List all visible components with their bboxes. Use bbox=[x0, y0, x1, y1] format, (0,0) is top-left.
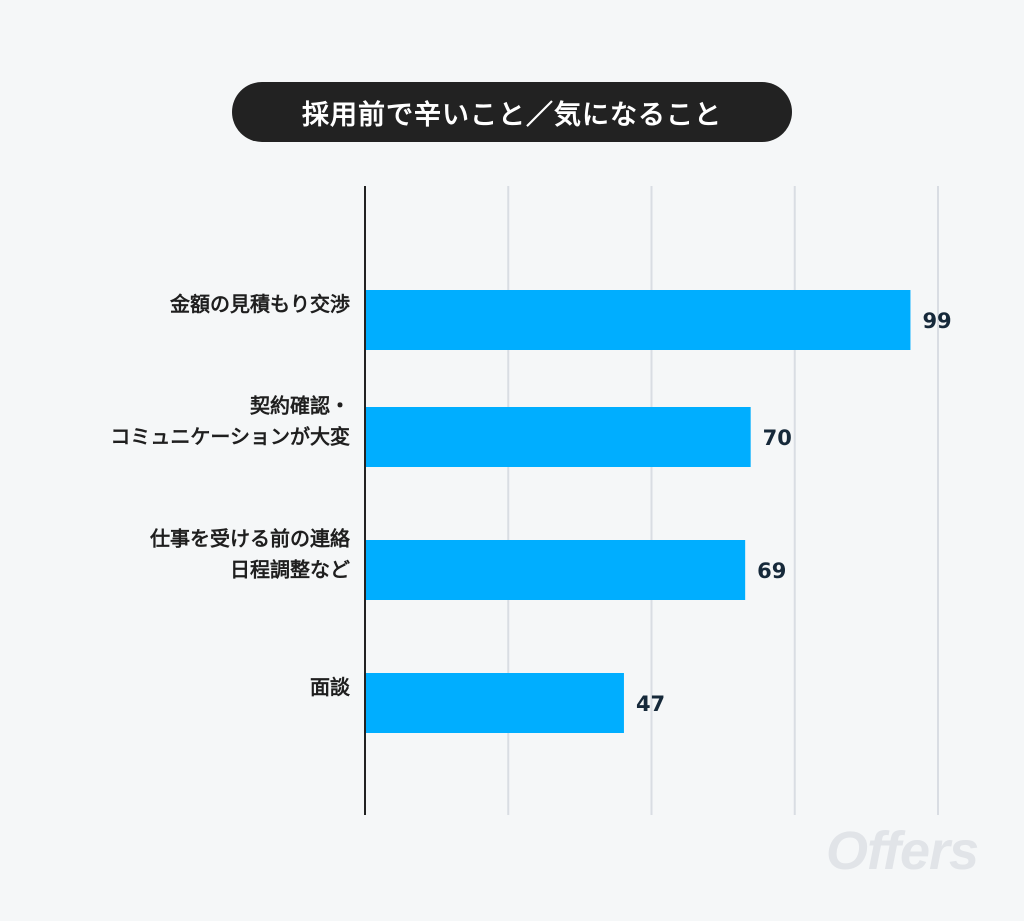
category-label-3: 仕事を受ける前の連絡日程調整など bbox=[149, 527, 351, 582]
category-label-2: 契約確認・コミュニケーションが大変 bbox=[110, 394, 350, 449]
chart-title: 採用前で辛いこと／気になること bbox=[232, 82, 792, 142]
value-labels: 99 70 69 47 bbox=[636, 309, 952, 716]
category-label-4: 面談 bbox=[310, 675, 351, 699]
bar-1 bbox=[365, 290, 911, 350]
bar-2 bbox=[365, 407, 751, 467]
category-label-1: 金額の見積もり交渉 bbox=[169, 292, 350, 316]
value-label-4: 47 bbox=[636, 692, 665, 716]
bar-4 bbox=[365, 673, 624, 733]
offers-logo-watermark: Offers bbox=[826, 821, 979, 881]
category-labels: 金額の見積もり交渉契約確認・コミュニケーションが大変仕事を受ける前の連絡日程調整… bbox=[110, 292, 351, 699]
bar-3 bbox=[365, 540, 746, 600]
value-label-3: 69 bbox=[757, 559, 786, 583]
value-label-2: 70 bbox=[763, 426, 792, 450]
value-label-1: 99 bbox=[922, 309, 951, 333]
bars bbox=[365, 290, 911, 733]
